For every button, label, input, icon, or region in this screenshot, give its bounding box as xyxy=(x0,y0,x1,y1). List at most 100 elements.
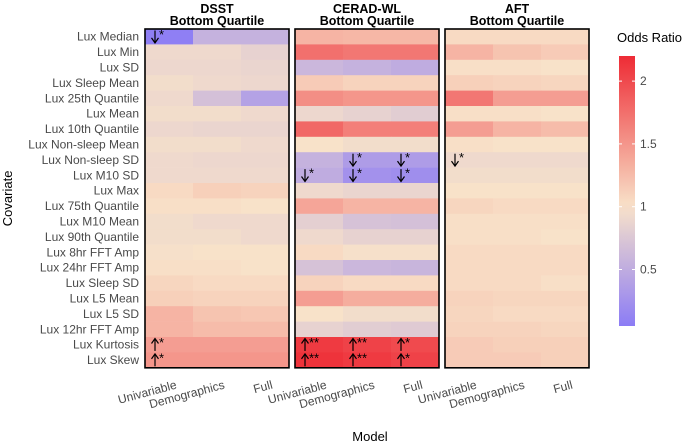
heatmap-cell xyxy=(193,152,242,168)
heatmap-cell xyxy=(541,136,590,153)
row-label: Lux M10 Mean xyxy=(60,215,139,229)
panel-subtitle: Bottom Quartile xyxy=(470,14,564,28)
heatmap-cell xyxy=(541,183,590,199)
heatmap-cell xyxy=(193,306,242,322)
heatmap-cell xyxy=(541,275,590,292)
significance-arrowhead xyxy=(349,352,357,360)
legend-colorbar xyxy=(619,56,635,326)
significance-stars: * xyxy=(459,150,464,165)
heatmap-cell xyxy=(241,152,290,168)
heatmap-cell xyxy=(145,198,194,215)
heatmap-cell xyxy=(541,306,590,322)
heatmap-cell xyxy=(193,75,242,91)
row-label: Lux 8hr FFT Amp xyxy=(47,245,140,259)
significance-stars: * xyxy=(159,350,164,365)
row-label: Lux L5 Mean xyxy=(70,292,139,306)
heatmap-cell xyxy=(541,90,590,107)
heatmap-cell xyxy=(295,260,344,276)
heatmap-cell xyxy=(391,121,440,138)
significance-arrowhead xyxy=(349,337,357,344)
heatmap-cell xyxy=(391,213,440,230)
heatmap-cell xyxy=(445,321,494,338)
row-label: Lux M10 SD xyxy=(73,168,139,182)
heatmap-cell xyxy=(343,321,392,338)
heatmap-cell xyxy=(145,167,194,184)
heatmap-cell xyxy=(193,260,242,276)
heatmap-cell xyxy=(145,75,194,91)
heatmap-cell xyxy=(493,136,542,153)
heatmap-cell xyxy=(445,183,494,199)
heatmap-cell xyxy=(145,260,194,276)
significance-stars: ** xyxy=(309,335,319,350)
heatmap-cell xyxy=(391,229,440,245)
heatmap-cell xyxy=(145,90,194,107)
heatmap-cell xyxy=(343,183,392,199)
heatmap-cell xyxy=(193,275,242,292)
significance-arrowhead xyxy=(301,176,309,183)
heatmap-cell xyxy=(193,229,242,245)
heatmap-cell xyxy=(541,321,590,338)
heatmap-cell xyxy=(241,90,290,107)
heatmap-cell xyxy=(445,152,494,168)
significance-stars: ** xyxy=(357,350,367,365)
row-label: Lux Non-sleep Mean xyxy=(28,138,139,152)
heatmap-cell xyxy=(541,213,590,230)
heatmap-cell xyxy=(241,275,290,292)
heatmap-cell xyxy=(343,306,392,322)
heatmap-cell xyxy=(241,337,290,353)
row-label: Lux Sleep SD xyxy=(66,276,140,290)
heatmap-cell xyxy=(295,244,344,261)
heatmap-cell xyxy=(295,44,344,61)
significance-stars: * xyxy=(405,150,410,165)
row-label: Lux L5 SD xyxy=(83,307,139,321)
heatmap-cell xyxy=(193,167,242,184)
heatmap-cell xyxy=(343,136,392,153)
heatmap-cell xyxy=(391,352,440,369)
heatmap-cell xyxy=(193,213,242,230)
heatmap-cell xyxy=(343,121,392,138)
x-tick-label: Full xyxy=(402,378,424,397)
heatmap-cell xyxy=(541,121,590,138)
heatmap-cell xyxy=(391,106,440,122)
significance-stars: * xyxy=(405,335,410,350)
heatmap-cell xyxy=(145,152,194,168)
row-label: Lux Sleep Mean xyxy=(52,76,139,90)
heatmap-cell xyxy=(391,59,440,76)
heatmap-cell xyxy=(193,59,242,76)
heatmap-cell xyxy=(343,152,392,168)
heatmap-cell xyxy=(295,213,344,230)
legend-tick-label: 2 xyxy=(640,74,647,88)
heatmap-cell xyxy=(145,275,194,292)
heatmap-cell xyxy=(343,229,392,245)
heatmap-cell xyxy=(241,260,290,276)
heatmap-cell xyxy=(541,244,590,261)
heatmap-cell xyxy=(445,136,494,153)
heatmap-cell xyxy=(445,290,494,307)
significance-arrowhead xyxy=(151,337,159,344)
heatmap-cell xyxy=(343,29,392,45)
heatmap-cell xyxy=(445,59,494,76)
row-label: Lux Skew xyxy=(87,353,139,367)
legend-title: Odds Ratio xyxy=(617,30,682,45)
heatmap-cell xyxy=(241,59,290,76)
heatmap-cell xyxy=(391,29,440,45)
panel-title: DSST xyxy=(200,2,234,16)
heatmap-cell xyxy=(391,198,440,215)
heatmap-cell xyxy=(193,121,242,138)
significance-arrowhead xyxy=(397,176,405,183)
heatmap-cell xyxy=(295,90,344,107)
heatmap-cell xyxy=(193,183,242,199)
heatmap-cell xyxy=(493,106,542,122)
row-label: Lux Non-sleep SD xyxy=(42,153,140,167)
heatmap-cell xyxy=(145,213,194,230)
heatmap-cell xyxy=(391,183,440,199)
heatmap-cell xyxy=(193,290,242,307)
heatmap-cell xyxy=(145,290,194,307)
panel-subtitle: Bottom Quartile xyxy=(320,14,414,28)
heatmap-cell xyxy=(241,121,290,138)
panel-title: AFT xyxy=(505,2,530,16)
heatmap-cell xyxy=(343,44,392,61)
heatmap-cell xyxy=(145,44,194,61)
